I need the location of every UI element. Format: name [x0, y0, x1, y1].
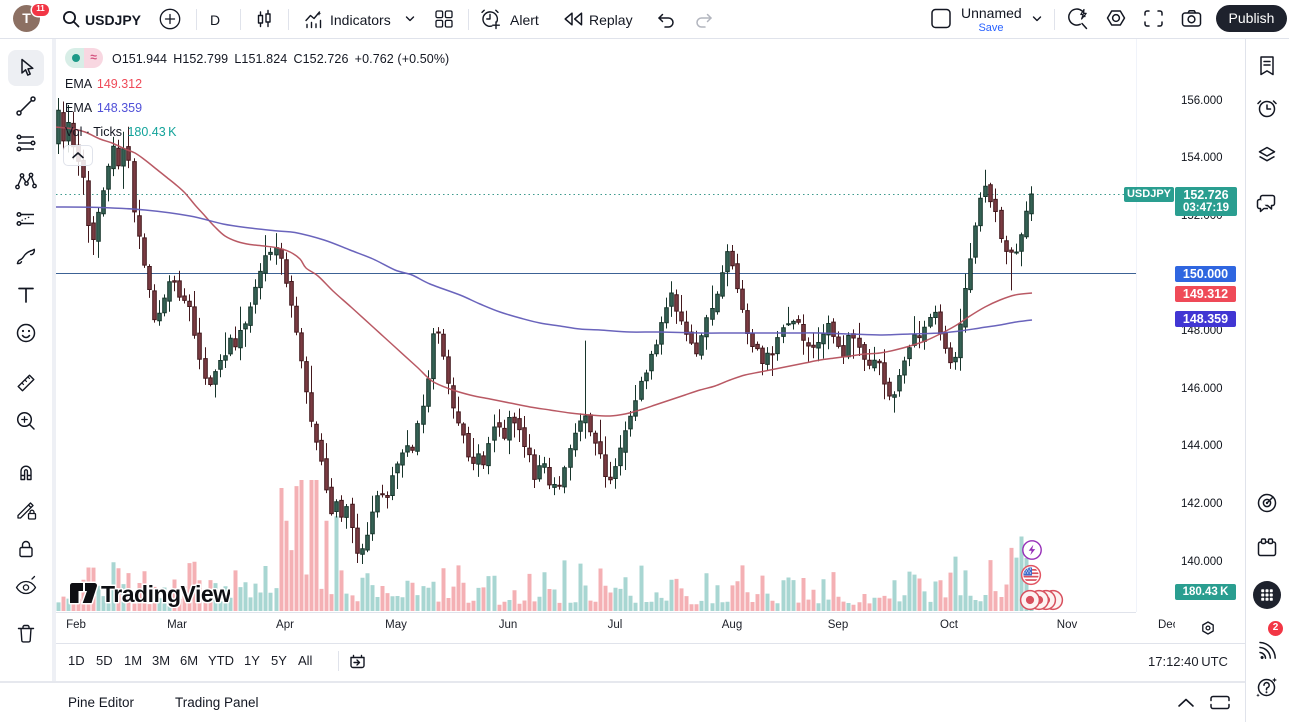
svg-text:TradingView: TradingView — [101, 581, 230, 607]
